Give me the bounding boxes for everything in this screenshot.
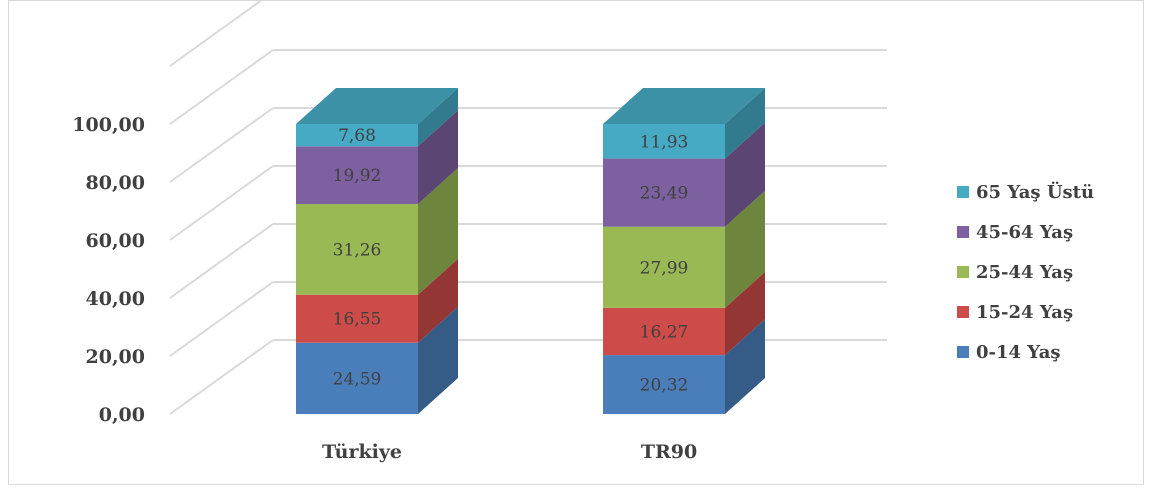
data-label: 20,32 (640, 376, 689, 396)
bar-segment-side (418, 306, 458, 414)
gridline-diagonal (169, 107, 274, 183)
legend-label: 0-14 Yaş (976, 342, 1061, 363)
legend-swatch (957, 346, 969, 358)
data-label: 23,49 (640, 184, 689, 204)
data-label: 27,99 (640, 258, 689, 278)
data-label: 19,92 (333, 166, 382, 186)
bar-segment (296, 146, 418, 205)
legend-swatch (957, 306, 969, 318)
y-tick-label: 80,00 (86, 172, 146, 194)
bar-segment-side (418, 168, 458, 295)
bar-top (603, 88, 765, 124)
y-tick-label: 60,00 (86, 230, 146, 252)
bar-segment-side (418, 110, 458, 205)
legend-label: 15-24 Yaş (976, 302, 1073, 323)
y-tick-label: 0,00 (99, 404, 145, 426)
legend-swatch (957, 266, 969, 278)
bar-segment (296, 294, 418, 343)
data-label: 11,93 (640, 132, 689, 152)
gridline-diagonal (169, 339, 274, 415)
legend-label: 65 Yaş Üstü (976, 180, 1094, 203)
bar-segment (296, 124, 418, 147)
legend-swatch (957, 186, 969, 198)
bar-segment (603, 226, 725, 308)
bar-segment-side (418, 88, 458, 147)
bar-segment-side (418, 258, 458, 343)
bar-segment (603, 158, 725, 227)
data-label: 16,55 (333, 310, 382, 330)
legend-label: 45-64 Yaş (976, 222, 1073, 243)
legend-label: 25-44 Yaş (976, 262, 1073, 283)
bar-segment-side (725, 319, 765, 414)
bar-segment-side (725, 122, 765, 227)
category-label: Türkiye (322, 441, 402, 463)
bar-segment-side (725, 271, 765, 356)
gridline-diagonal (169, 165, 274, 241)
data-label: 31,26 (333, 240, 382, 260)
bar-segment-side (725, 88, 765, 159)
y-tick-label: 40,00 (86, 288, 146, 310)
category-label: TR90 (641, 441, 697, 463)
bar-top (296, 88, 458, 124)
gridline-diagonal (169, 49, 274, 125)
legend-swatch (957, 226, 969, 238)
data-label: 16,27 (640, 322, 689, 342)
bar-segment (296, 204, 418, 295)
gridline-diagonal (169, 0, 264, 67)
bar-segment-side (725, 190, 765, 308)
gridline-diagonal (169, 281, 274, 357)
bar-segment (603, 355, 725, 414)
y-tick-label: 20,00 (86, 346, 146, 368)
chart-frame (8, 0, 1144, 485)
y-tick-label: 100,00 (72, 114, 145, 136)
bar-segment (603, 124, 725, 159)
gridline-diagonal (169, 223, 274, 299)
bar-segment (603, 307, 725, 356)
data-label: 7,68 (338, 126, 376, 146)
bar-segment (296, 342, 418, 414)
data-label: 24,59 (333, 369, 382, 389)
